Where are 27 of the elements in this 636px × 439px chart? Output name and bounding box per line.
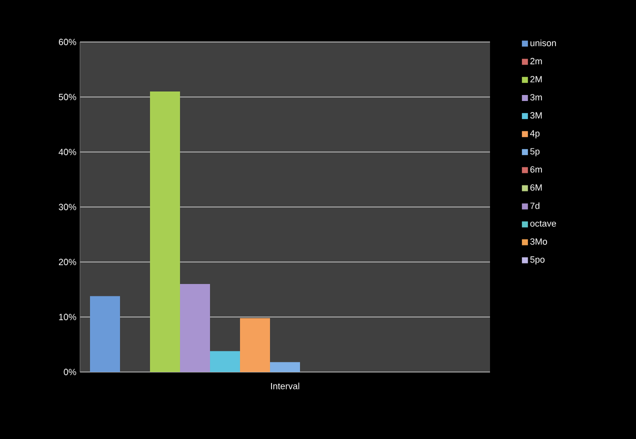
y-tick-label: 0%: [64, 368, 76, 376]
bar: [270, 362, 300, 372]
y-tick-label: 10%: [59, 314, 76, 320]
legend-label: 3m: [530, 94, 542, 100]
y-tick-label: 60%: [58, 38, 76, 46]
y-tick-label: 30%: [58, 204, 76, 210]
y-tick-label: 40%: [58, 148, 76, 156]
legend-label: 2m: [530, 58, 542, 64]
legend-label: 3M: [530, 112, 542, 119]
legend-label: 6m: [530, 166, 542, 173]
legend-label: 3Mo: [530, 238, 548, 245]
bar: [210, 351, 240, 372]
y-tick-label: 20%: [58, 258, 76, 266]
legend-label: 4p: [530, 130, 540, 138]
legend-label: 5po: [530, 256, 545, 264]
bar: [90, 296, 120, 372]
bar: [180, 284, 210, 372]
legend-label: 7d: [530, 202, 540, 210]
legend-label: 6M: [530, 184, 542, 191]
legend-label: octave: [530, 220, 556, 227]
legend-label: unison: [530, 40, 556, 46]
bar: [240, 318, 270, 372]
legend-label: 2M: [530, 76, 542, 82]
legend-label: 5p: [530, 148, 540, 156]
y-tick-label: 50%: [58, 94, 76, 100]
x-axis-title: Interval: [271, 382, 300, 390]
bar: [150, 92, 180, 372]
